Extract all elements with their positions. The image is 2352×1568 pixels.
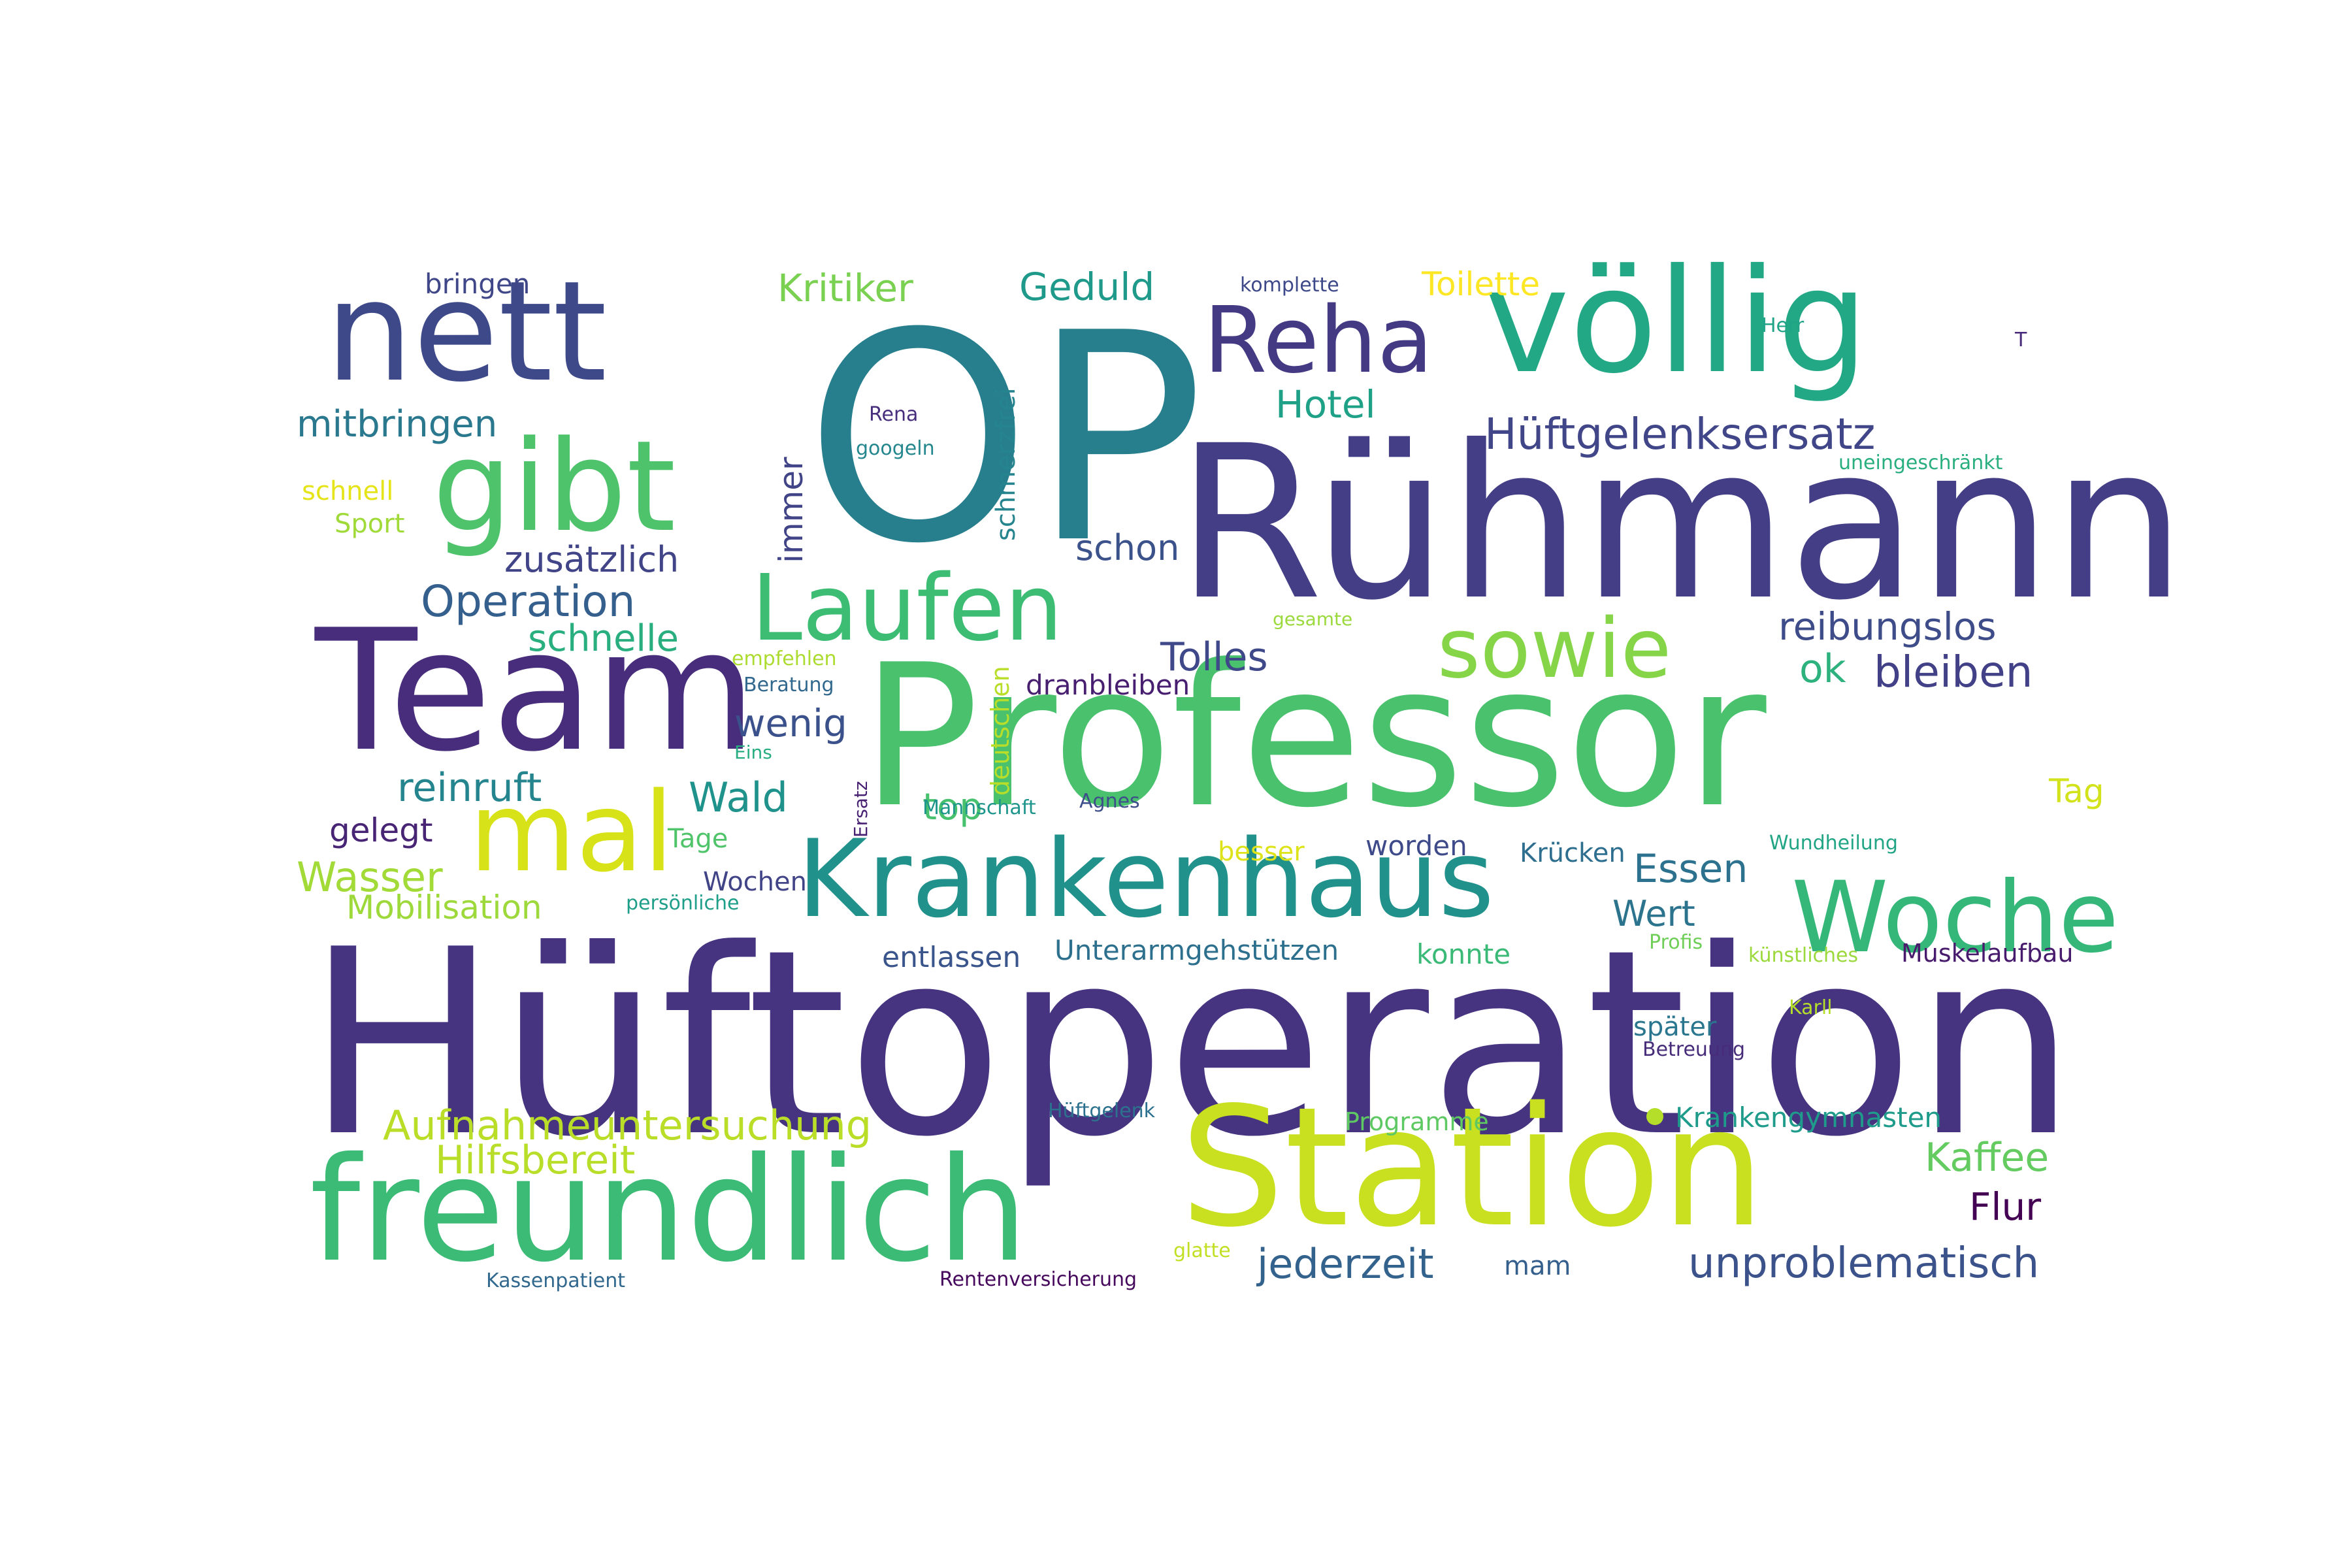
word-reinruft: reinruft [397, 765, 542, 811]
word-aufnahmeuntersuchung: Aufnahmeuntersuchung [383, 1102, 872, 1149]
word-op: OP [805, 272, 1205, 606]
word-mannschaft: Mannschaft [923, 796, 1036, 819]
word-wenig: wenig [734, 701, 847, 745]
word-schnelle: schnelle [528, 617, 679, 660]
word-schnell: schnell [302, 476, 394, 506]
word-professor: Professor [861, 623, 1767, 851]
word-wasser: Wasser [297, 853, 443, 901]
word-tag: Tag [2049, 772, 2104, 810]
word-top: top [923, 786, 983, 828]
word-toilette: Toilette [1422, 265, 1541, 303]
word-gesamte: gesamte [1273, 608, 1353, 630]
word-kassenpatient: Kassenpatient [486, 1269, 626, 1292]
word-gelegt: gelegt [329, 811, 433, 849]
word-dranbleiben: dranbleiben [1026, 669, 1190, 701]
word-rentenversicherung: Rentenversicherung [939, 1268, 1137, 1291]
word-essen: Essen [1633, 846, 1748, 892]
word-komplette: komplette [1240, 274, 1339, 297]
word-t: T [2015, 329, 2027, 351]
word-huftgelenksersatz: Hüftgelenksersatz [1484, 409, 1876, 459]
word-herr: Herr [1761, 314, 1805, 337]
word-ruhmann: Rühmann [1176, 400, 2187, 647]
word-krucken: Krücken [1520, 838, 1625, 868]
word-kritiker: Kritiker [777, 266, 913, 310]
word-laufen: Laufen [751, 555, 1063, 662]
word-sowie: sowie [1437, 600, 1672, 696]
word-freundlich: freundlich [310, 1126, 1028, 1294]
word-besser: besser [1218, 837, 1305, 867]
word-immer: immer [772, 457, 810, 563]
word-krankenhaus: Krankenhaus [797, 817, 1495, 941]
word-wert: Wert [1612, 893, 1695, 934]
word-spater: später [1633, 1012, 1717, 1042]
word-wundheilung: Wundheilung [1769, 832, 1898, 855]
word-kaffee: Kaffee [1925, 1135, 2050, 1181]
word-geduld: Geduld [1019, 265, 1155, 309]
word-schmerzfrei: schmerzfrei [991, 387, 1021, 541]
word-deutschen: deutschen [986, 666, 1015, 796]
word-glatte: glatte [1173, 1239, 1231, 1262]
word-huftoperation: Hüftoperation [306, 895, 2077, 1193]
word-reha: Reha [1203, 287, 1433, 394]
word-zusatzlich: zusätzlich [504, 539, 679, 580]
word-woche: Woche [1791, 861, 2119, 975]
word-profis: Profis [1649, 931, 1703, 954]
word-flur: Flur [1969, 1184, 2042, 1229]
word-rena: Rena [869, 403, 919, 426]
word-entlassen: entlassen [882, 941, 1021, 974]
word-bleiben: bleiben [1874, 647, 2033, 697]
word-tolles: Tolles [1160, 634, 1268, 680]
word-unproblematisch: unproblematisch [1688, 1239, 2040, 1288]
word-mam: mam [1504, 1251, 1571, 1281]
word-betreuung: Betreuung [1642, 1038, 1746, 1061]
word-mitbringen: mitbringen [297, 403, 498, 446]
word-ersatz: Ersatz [850, 781, 872, 838]
word-team: Team [315, 594, 757, 789]
word-wochen: Wochen [703, 867, 807, 897]
word-kunstliches: künstliches [1748, 944, 1859, 967]
word-karll: Karll [1789, 996, 1833, 1019]
word-schon: schon [1075, 527, 1180, 568]
word-empfehlen: empfehlen [732, 647, 837, 670]
word-eins: Eins [734, 742, 772, 763]
word-mobilisation: Mobilisation [346, 889, 542, 926]
word-hilfsbereit: Hilfsbereit [435, 1137, 636, 1183]
word-krankengymnasten: Krankengymnasten [1675, 1102, 1942, 1134]
word-station: Station [1180, 1072, 1765, 1264]
word-mal: mal [469, 768, 674, 896]
word-muskelaufbau: Muskelaufbau [1901, 939, 2074, 968]
word-konnte: konnte [1416, 938, 1511, 970]
word-ok: ok [1799, 646, 1846, 692]
word-uneingeschrankt: uneingeschränkt [1838, 451, 2003, 474]
dot-marker [1646, 1108, 1663, 1125]
word-worden: worden [1365, 830, 1467, 862]
word-unterarmgehstutzen: Unterarmgehstützen [1054, 934, 1339, 966]
word-operation: Operation [421, 576, 636, 627]
word-reibungslos: reibungslos [1778, 604, 1997, 649]
word-volig: völlig [1484, 238, 1869, 405]
word-jederzeit: jederzeit [1257, 1240, 1434, 1288]
word-wald: Wald [689, 774, 788, 821]
word-gibt: gibt [433, 414, 676, 560]
word-bringen: bringen [425, 268, 531, 300]
word-tage: Tage [668, 824, 728, 854]
word-googeln: googeln [856, 437, 935, 460]
word-programme: Programme [1345, 1107, 1489, 1136]
word-nett: nett [325, 251, 608, 412]
word-agnes: Agnes [1079, 790, 1140, 813]
word-huftgelenk: Hüftgelenk [1048, 1100, 1156, 1122]
word-hotel: Hotel [1275, 382, 1376, 427]
word-beratung: Beratung [743, 674, 834, 696]
word-sport: Sport [335, 509, 405, 539]
word-personliche: persönliche [626, 892, 740, 915]
